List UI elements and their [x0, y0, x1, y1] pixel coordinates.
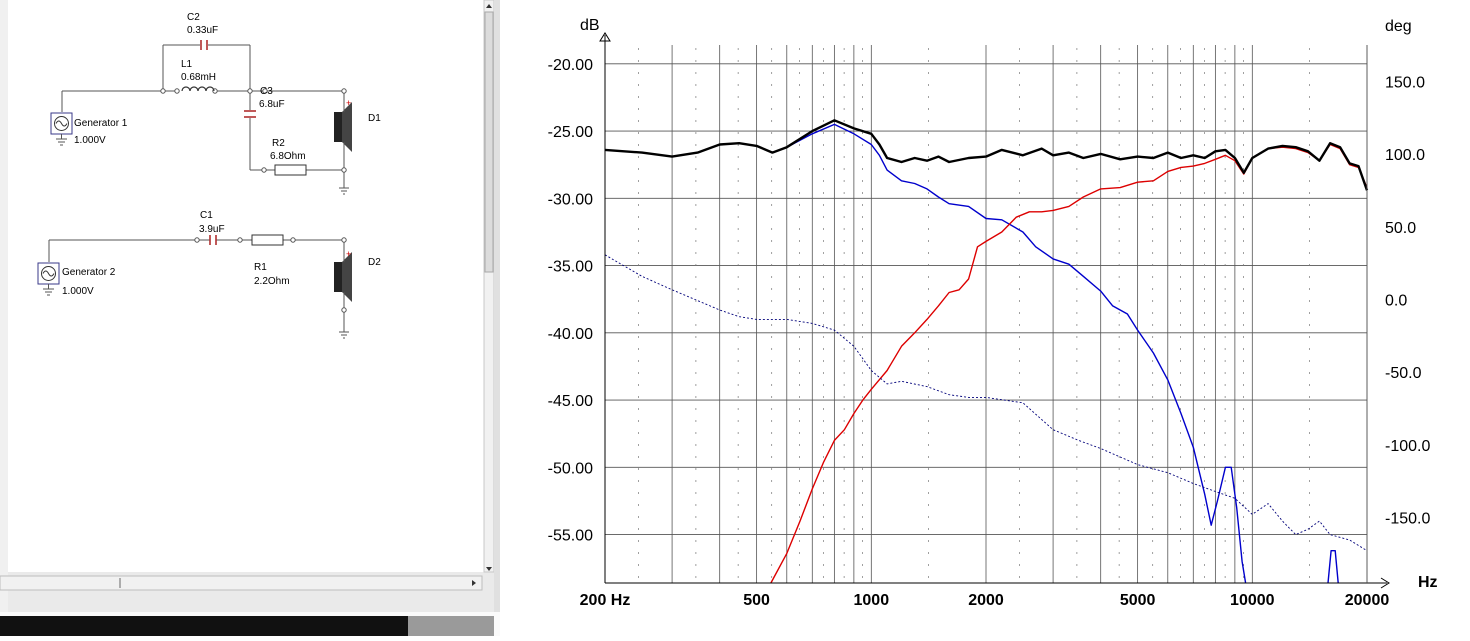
- axis-layer: [599, 32, 1390, 589]
- x-tick-label: 2000: [968, 592, 1004, 609]
- y-left-tick-label: -40.00: [548, 326, 593, 343]
- chart-svg: -20.00 -25.00 -30.00 -35.00 -40.00 -45.00 -50.…: [548, 17, 1438, 609]
- frequency-response-chart[interactable]: -20.00 -25.00 -30.00 -35.00 -40.00 -45.00 -50.…: [500, 0, 1470, 636]
- y-left-tick-label: -50.00: [548, 460, 593, 477]
- x-tick-label: 1000: [854, 592, 890, 609]
- horizontal-scrollbar[interactable]: [0, 575, 483, 591]
- scroll-up-arrow-icon[interactable]: [486, 4, 492, 8]
- y-right-tick-label: -100.0: [1385, 438, 1430, 455]
- y-right-tick-label: 100.0: [1385, 147, 1425, 164]
- x-tick-label: 10000: [1230, 592, 1275, 609]
- c1-name-label: C1: [200, 210, 213, 221]
- capacitor-c1-symbol[interactable]: [209, 235, 217, 245]
- y-right-tick-label: 50.0: [1385, 220, 1416, 237]
- series-line-1: [1327, 550, 1339, 584]
- circuit-2-nodes: [194, 237, 347, 313]
- resistor-r1-symbol[interactable]: [251, 234, 284, 246]
- taskbar-thumbnail: [408, 616, 494, 636]
- svg-text:+: +: [346, 98, 351, 108]
- x-tick-label: 200 Hz: [580, 592, 631, 609]
- r2-name-label: R2: [272, 138, 285, 149]
- resistor-r2-symbol[interactable]: [274, 164, 307, 176]
- scroll-right-arrow-icon[interactable]: [472, 580, 476, 586]
- generator-2-value-label: 1.000V: [62, 286, 94, 297]
- grid-layer: [604, 45, 1368, 583]
- l1-value-label: 0.68mH: [181, 72, 216, 83]
- generator-2-name-label: Generator 2: [62, 267, 116, 278]
- generator-1-value-label: 1.000V: [74, 135, 106, 146]
- schematic-canvas: +: [0, 0, 500, 636]
- r2-value-label: 6.8Ohm: [270, 151, 306, 162]
- series-line-2: [770, 143, 1368, 584]
- scroll-down-arrow-icon[interactable]: [486, 567, 492, 571]
- d1-name-label: D1: [368, 113, 381, 124]
- c1-value-label: 3.9uF: [199, 224, 225, 235]
- series-line-3: [604, 119, 1369, 191]
- y-left-tick-label: -25.00: [548, 124, 593, 141]
- circuit-1-nodes: [160, 88, 347, 173]
- inductor-l1-symbol[interactable]: [181, 86, 215, 92]
- schematic-panel[interactable]: +: [0, 0, 500, 636]
- c2-name-label: C2: [187, 12, 200, 23]
- series-line-0: [604, 123, 1247, 584]
- d2-name-label: D2: [368, 257, 381, 268]
- y-right-tick-label: -50.0: [1385, 365, 1422, 382]
- vertical-scrollbar-thumb[interactable]: [484, 11, 494, 273]
- generator-2-icon[interactable]: [37, 262, 60, 296]
- y-right-tick-label: 150.0: [1385, 74, 1425, 91]
- generator-1-name-label: Generator 1: [74, 118, 128, 129]
- y-left-unit-label: dB: [580, 17, 600, 34]
- x-unit-label: Hz: [1418, 574, 1438, 591]
- x-tick-label: 500: [743, 592, 770, 609]
- series-layer: [604, 119, 1369, 584]
- r1-value-label: 2.2Ohm: [254, 276, 290, 287]
- c3-value-label: 6.8uF: [259, 99, 285, 110]
- ground-d2-icon: [339, 331, 349, 339]
- capacitor-c3-symbol[interactable]: [244, 110, 256, 118]
- y-right-tick-label: -150.0: [1385, 511, 1430, 528]
- splitter-bar[interactable]: [494, 0, 500, 636]
- y-left-tick-label: -30.00: [548, 191, 593, 208]
- series-line-4: [604, 254, 1368, 552]
- label-layer: -20.00 -25.00 -30.00 -35.00 -40.00 -45.00 -50.…: [548, 17, 1438, 609]
- ground-d1-icon: [339, 187, 349, 195]
- speaker-d2-icon[interactable]: +: [334, 249, 352, 302]
- speaker-d1-icon[interactable]: +: [334, 98, 352, 152]
- c2-value-label: 0.33uF: [187, 25, 218, 36]
- generator-1-icon[interactable]: [50, 112, 73, 146]
- y-left-tick-label: -45.00: [548, 393, 593, 410]
- capacitor-c2-symbol[interactable]: [200, 40, 208, 50]
- y-left-tick-label: -20.00: [548, 57, 593, 74]
- y-right-unit-label: deg: [1385, 18, 1412, 35]
- y-right-tick-label: 0.0: [1385, 292, 1407, 309]
- svg-text:+: +: [346, 249, 351, 259]
- y-axis-arrow-icon: [599, 32, 611, 42]
- y-left-tick-label: -35.00: [548, 259, 593, 276]
- x-tick-label: 20000: [1345, 592, 1390, 609]
- l1-name-label: L1: [181, 59, 193, 70]
- x-axis-arrow-icon: [1380, 577, 1390, 589]
- taskbar-strip: [0, 616, 408, 636]
- left-frame-strip: [0, 0, 8, 636]
- r1-name-label: R1: [254, 262, 267, 273]
- c3-name-label: C3: [260, 86, 273, 97]
- y-left-tick-label: -55.00: [548, 528, 593, 545]
- x-tick-label: 5000: [1120, 592, 1156, 609]
